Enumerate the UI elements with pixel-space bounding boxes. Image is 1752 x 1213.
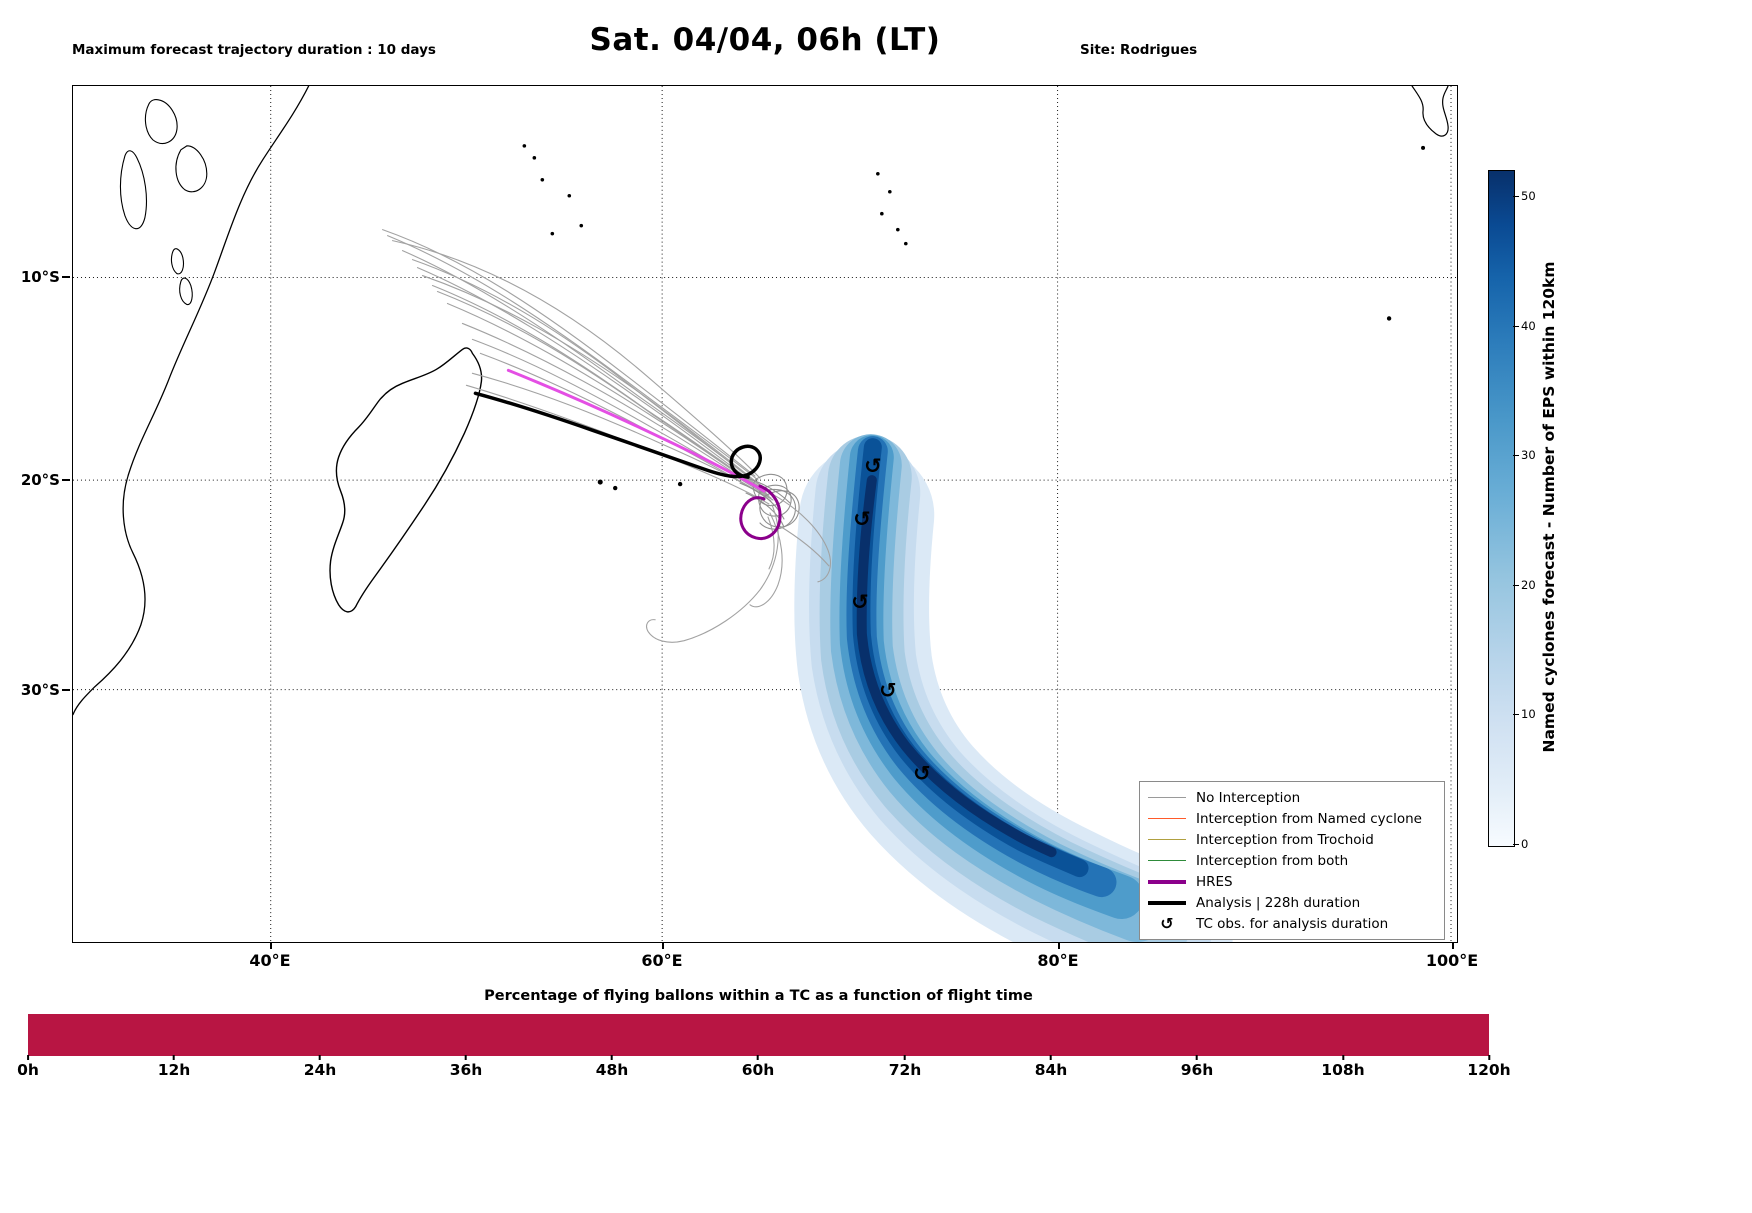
legend-item-hres: HRES bbox=[1148, 871, 1436, 892]
legend-swatch-hres bbox=[1148, 879, 1186, 884]
svg-text:↺: ↺ bbox=[853, 507, 871, 531]
y-tick-20s: 20°S bbox=[8, 471, 70, 489]
colorbar-tick-50: 50 bbox=[1513, 189, 1536, 203]
bottom-tick-48h: 48h bbox=[595, 1061, 629, 1079]
svg-text:↺: ↺ bbox=[913, 761, 931, 785]
bottom-tick-84h: 84h bbox=[1034, 1061, 1068, 1079]
svg-text:↺: ↺ bbox=[879, 679, 897, 703]
colorbar-tick-40: 40 bbox=[1513, 319, 1536, 333]
legend-swatch-no-interception bbox=[1148, 796, 1186, 799]
bottom-tick-36h: 36h bbox=[449, 1061, 483, 1079]
legend-item-analysis: Analysis | 228h duration bbox=[1148, 892, 1436, 913]
y-tick-30s: 30°S bbox=[8, 681, 70, 699]
svg-text:↺: ↺ bbox=[851, 590, 869, 614]
y-tick-10s: 10°S bbox=[8, 268, 70, 286]
x-tick-60e: 60°E bbox=[617, 942, 707, 970]
svg-text:↺: ↺ bbox=[864, 454, 882, 478]
site-text: Site: Rodrigues bbox=[1080, 42, 1198, 58]
legend-item-no-interception: No Interception bbox=[1148, 787, 1436, 808]
bottom-tick-60h: 60h bbox=[741, 1061, 775, 1079]
bottom-tick-0h: 0h bbox=[17, 1061, 39, 1079]
colorbar-label: Named cyclones forecast - Number of EPS … bbox=[1540, 261, 1558, 753]
x-tick-40e: 40°E bbox=[225, 942, 315, 970]
analysis-track bbox=[473, 391, 762, 479]
hres-track bbox=[506, 368, 782, 541]
colorbar-tick-30: 30 bbox=[1513, 448, 1536, 462]
bottom-tick-96h: 96h bbox=[1180, 1061, 1214, 1079]
legend-swatch-trochoid bbox=[1148, 838, 1186, 841]
gridlines bbox=[73, 86, 1457, 942]
legend-swatch-named-cyclone bbox=[1148, 817, 1186, 820]
bottom-chart-title: Percentage of flying ballons within a TC… bbox=[484, 988, 1033, 1004]
bottom-tick-108h: 108h bbox=[1321, 1061, 1365, 1079]
legend-item-tc-obs: ↺ TC obs. for analysis duration bbox=[1148, 913, 1436, 934]
ensemble-trajectories bbox=[382, 229, 831, 643]
legend-item-trochoid: Interception from Trochoid bbox=[1148, 829, 1436, 850]
page-title: Sat. 04/04, 06h (LT) bbox=[589, 22, 941, 58]
bottom-chart-bar bbox=[28, 1014, 1489, 1056]
tc-observation-symbols: ↺ ↺ ↺ ↺ ↺ bbox=[851, 454, 930, 785]
colorbar-tick-20: 20 bbox=[1513, 578, 1536, 592]
x-tick-80e: 80°E bbox=[1013, 942, 1103, 970]
bottom-tick-120h: 120h bbox=[1467, 1061, 1511, 1079]
colorbar-tick-10: 10 bbox=[1513, 707, 1536, 721]
cyclone-icon: ↺ bbox=[1160, 914, 1174, 933]
legend-swatch-both bbox=[1148, 859, 1186, 862]
legend-item-both: Interception from both bbox=[1148, 850, 1436, 871]
bottom-tick-12h: 12h bbox=[157, 1061, 191, 1079]
colorbar bbox=[1488, 170, 1515, 847]
x-tick-100e: 100°E bbox=[1407, 942, 1497, 970]
bottom-tick-72h: 72h bbox=[888, 1061, 922, 1079]
legend-item-named-cyclone: Interception from Named cyclone bbox=[1148, 808, 1436, 829]
bottom-tick-24h: 24h bbox=[303, 1061, 337, 1079]
map-plot: ↺ ↺ ↺ ↺ ↺ No Interception Interception from … bbox=[72, 85, 1458, 943]
colorbar-tick-0: 0 bbox=[1512, 837, 1529, 851]
max-duration-text: Maximum forecast trajectory duration : 1… bbox=[72, 42, 436, 58]
map-canvas: ↺ ↺ ↺ ↺ ↺ bbox=[73, 86, 1457, 942]
legend-swatch-analysis bbox=[1148, 900, 1186, 905]
coastlines bbox=[73, 86, 1449, 904]
eps-density-plume bbox=[794, 434, 1233, 942]
map-legend: No Interception Interception from Named … bbox=[1139, 781, 1445, 940]
